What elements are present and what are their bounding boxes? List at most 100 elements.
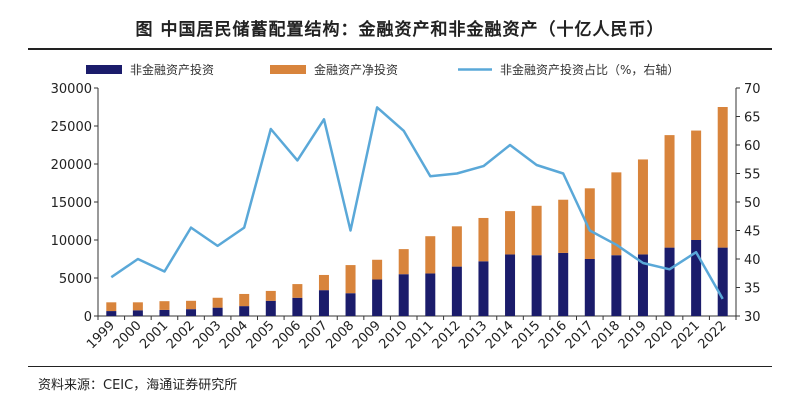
x-tick-label: 2020: [642, 318, 676, 352]
x-tick-label: 2019: [616, 318, 650, 352]
bar-fin: [239, 293, 250, 307]
bar-fin: [611, 172, 622, 256]
bar-nonfin: [212, 307, 223, 316]
bar-nonfin: [664, 247, 675, 316]
bar-fin: [691, 130, 702, 240]
bar-nonfin: [611, 255, 622, 316]
x-tick-label: 2015: [509, 318, 543, 352]
bar-nonfin: [398, 274, 409, 316]
axes: 0 5000 10000 15000 20000 25000 30000 30 35 40 45 50…: [51, 82, 761, 325]
legend: 非金融资产投资 金融资产净投资 非金融资产投资占比（%，右轴）: [86, 62, 679, 77]
y-tick-label-right: 70: [744, 82, 761, 97]
bar-nonfin: [691, 240, 702, 316]
bars: [106, 107, 728, 316]
bar-nonfin: [132, 310, 143, 316]
ratio-line: [110, 106, 724, 300]
legend-label-fin: 金融资产净投资: [314, 62, 398, 77]
bar-fin: [584, 188, 595, 259]
ratio-line-path: [110, 106, 724, 300]
bar-nonfin: [106, 311, 117, 316]
bar-nonfin: [478, 261, 489, 316]
y-tick-label-right: 40: [744, 253, 761, 268]
y-tick-label-right: 50: [744, 196, 761, 211]
x-tick-label: 2011: [403, 318, 437, 352]
y-tick-label-left: 30000: [51, 82, 92, 97]
bar-fin: [265, 290, 276, 301]
y-tick-label-right: 65: [744, 111, 761, 126]
y-tick-label-left: 20000: [51, 158, 92, 173]
bar-fin: [318, 274, 329, 291]
x-tick-label: 2021: [669, 318, 703, 352]
x-tick-label: 2000: [111, 318, 145, 352]
bar-fin: [398, 249, 409, 275]
y-tick-label-right: 55: [744, 168, 761, 183]
y-tick-label-left: 15000: [51, 196, 92, 211]
y-tick-label-right: 30: [744, 310, 761, 325]
x-tick-label: 2003: [190, 318, 224, 352]
source-note: 资料来源：CEIC，海通证券研究所: [38, 378, 238, 393]
bar-nonfin: [531, 255, 542, 316]
x-tick-label: 2005: [244, 318, 278, 352]
bar-fin: [106, 302, 117, 312]
bar-fin: [664, 135, 675, 248]
y-tick-label-left: 0: [84, 310, 92, 325]
y-tick-label-left: 5000: [59, 272, 92, 287]
title-rule: [28, 48, 772, 50]
x-tick-label: 2002: [164, 318, 198, 352]
bar-nonfin: [159, 309, 170, 316]
chart-title: 图 中国居民储蓄配置结构：金融资产和非金融资产（十亿人民币）: [135, 20, 665, 40]
x-tick-label: 2013: [456, 318, 490, 352]
bar-fin: [505, 211, 516, 255]
x-tick-label: 2010: [377, 318, 411, 352]
bar-nonfin: [505, 254, 516, 316]
bar-fin: [425, 236, 436, 274]
x-tick-label: 2006: [270, 318, 304, 352]
bar-fin: [186, 300, 197, 310]
x-tick-label: 2014: [483, 318, 517, 352]
bar-fin: [345, 265, 356, 294]
x-tick-label: 2004: [217, 318, 251, 352]
x-tick-label: 2007: [297, 318, 331, 352]
bar-nonfin: [451, 266, 462, 316]
bar-nonfin: [425, 273, 436, 316]
y-tick-label-left: 10000: [51, 234, 92, 249]
legend-swatch-fin: [270, 65, 306, 74]
bar-nonfin: [637, 254, 648, 316]
bar-nonfin: [292, 297, 303, 316]
x-axis-labels: 1999200020012002200320042005200620072008…: [84, 318, 729, 352]
bar-fin: [637, 159, 648, 255]
bar-nonfin: [558, 252, 569, 316]
x-tick-label: 2018: [589, 318, 623, 352]
bar-fin: [478, 217, 489, 262]
y-tick-label-right: 35: [744, 282, 761, 297]
bar-fin: [451, 226, 462, 267]
bar-nonfin: [239, 306, 250, 316]
bar-fin: [372, 259, 383, 280]
x-tick-label: 2008: [323, 318, 357, 352]
bar-nonfin: [265, 300, 276, 316]
bar-nonfin: [372, 279, 383, 316]
legend-swatch-nonfin: [86, 65, 122, 74]
x-tick-label: 2009: [350, 318, 384, 352]
y-tick-label-right: 45: [744, 225, 761, 240]
y-tick-label-left: 25000: [51, 120, 92, 135]
bar-fin: [558, 199, 569, 253]
bar-nonfin: [584, 259, 595, 316]
y-tick-label-right: 60: [744, 139, 761, 154]
bar-fin: [531, 205, 542, 256]
x-tick-label: 2016: [536, 318, 570, 352]
x-tick-label: 2022: [696, 318, 730, 352]
bar-fin: [717, 107, 728, 248]
bar-nonfin: [717, 247, 728, 316]
bar-fin: [159, 301, 170, 310]
footer-rule: [28, 366, 772, 367]
bar-fin: [292, 284, 303, 298]
x-tick-label: 2001: [137, 318, 171, 352]
legend-label-line: 非金融资产投资占比（%，右轴）: [500, 62, 679, 77]
bar-nonfin: [318, 290, 329, 316]
x-tick-label: 2012: [430, 318, 464, 352]
legend-label-nonfin: 非金融资产投资: [130, 62, 214, 77]
x-tick-label: 2017: [563, 318, 597, 352]
bar-fin: [212, 297, 223, 308]
